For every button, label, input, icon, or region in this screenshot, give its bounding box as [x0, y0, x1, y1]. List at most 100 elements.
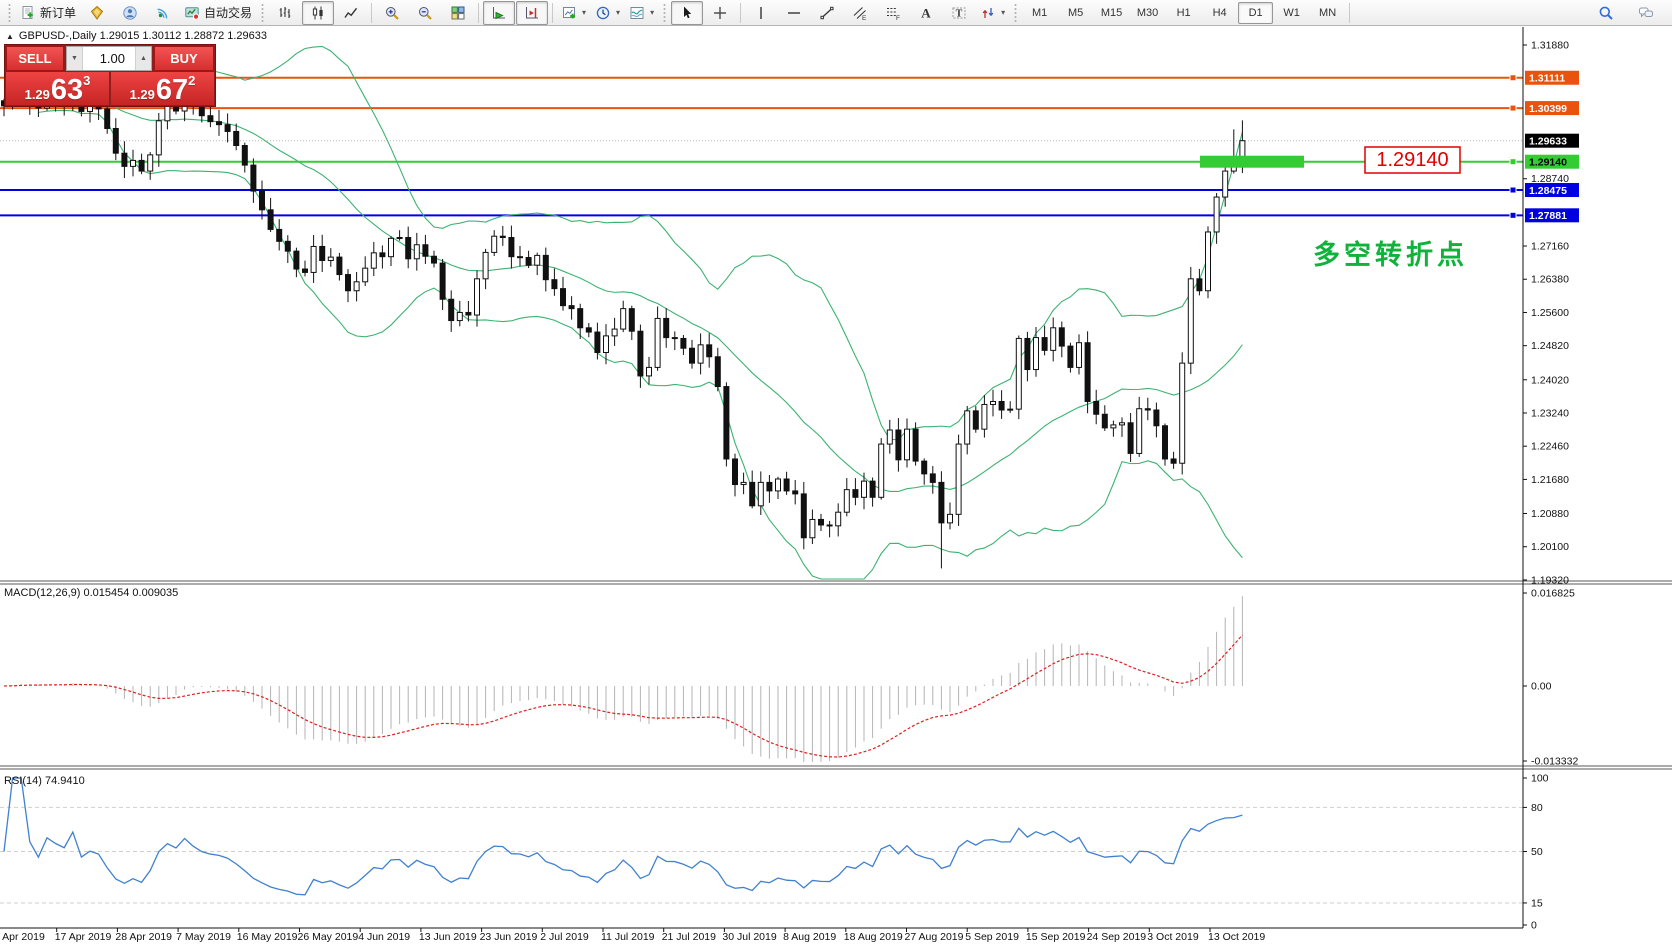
volume-decrease-button[interactable]: ▼	[67, 47, 83, 70]
candle-down	[852, 489, 859, 498]
signals-button[interactable]	[147, 1, 179, 25]
tile-windows-button[interactable]	[442, 1, 474, 25]
candle-up	[388, 237, 394, 258]
cursor-icon	[679, 5, 695, 21]
date-label: 8 Apr 2019	[0, 931, 45, 943]
candle-up	[456, 311, 463, 322]
chevron-down-icon[interactable]: ▾	[582, 8, 587, 17]
candle-down	[800, 493, 807, 539]
highlight-rectangle[interactable]	[1200, 155, 1304, 168]
price-axis[interactable]: 1.31880 1.28740 1.27160 1.26380 1.25600 1.248…	[1523, 40, 1569, 587]
auto-scroll-button[interactable]	[483, 0, 516, 25]
price-callout[interactable]: 1.29140	[1364, 146, 1461, 174]
bar-chart-button[interactable]	[269, 1, 301, 25]
new-order-button[interactable]: 新订单	[16, 1, 80, 25]
arrows-icon	[980, 5, 996, 21]
bar-chart-icon	[277, 5, 293, 21]
candle-up	[964, 410, 971, 445]
arrows-button[interactable]: ▾	[976, 1, 1009, 25]
chevron-down-icon[interactable]: ▾	[1001, 8, 1006, 17]
vertical-line-button[interactable]	[745, 1, 777, 25]
horizontal-line-button[interactable]	[778, 1, 810, 25]
candle-down	[319, 245, 326, 262]
candle-up	[1179, 362, 1186, 464]
volume-input[interactable]	[83, 47, 135, 70]
line-chart-button[interactable]	[335, 1, 367, 25]
cursor-button[interactable]	[671, 0, 704, 25]
trendline-button[interactable]	[811, 1, 843, 25]
timeframe-button-mn[interactable]: MN	[1319, 6, 1337, 19]
chart-shift-button[interactable]	[516, 0, 549, 25]
gold-seal-button[interactable]	[81, 1, 113, 25]
date-label: 5 Sep 2019	[965, 931, 1019, 943]
buy-price-display[interactable]: 1.29 67 2	[111, 72, 214, 105]
candle-down	[972, 410, 979, 430]
rsi-scale-label: 50	[1531, 846, 1543, 858]
candle-down	[267, 209, 274, 230]
turning-point-annotation[interactable]: 多空转折点	[1313, 239, 1468, 270]
timeframe-button-m15[interactable]: M15	[1100, 6, 1123, 19]
price-tick-label: 1.26380	[1531, 274, 1569, 286]
candle-up	[362, 267, 369, 283]
level-line-handle[interactable]	[1509, 158, 1517, 166]
buy-button[interactable]: BUY	[154, 46, 214, 71]
auto-scroll-icon	[491, 5, 507, 21]
zoom-out-icon	[417, 5, 433, 21]
date-label: 11 Jul 2019	[601, 931, 655, 943]
candle-down	[121, 152, 128, 167]
timeframe-button-m1[interactable]: M1	[1031, 6, 1048, 19]
candle-up	[534, 254, 541, 266]
sell-button[interactable]: SELL	[6, 46, 64, 71]
search-icon	[1598, 5, 1614, 21]
new-chart-button[interactable]: ▾	[557, 1, 590, 25]
candle-up	[611, 328, 618, 337]
profiles-button[interactable]: ▾	[591, 1, 624, 25]
price-tick-label: 1.24020	[1531, 374, 1569, 386]
volume-increase-button[interactable]: ▲	[135, 47, 151, 70]
fibonacci-button[interactable]: F	[877, 1, 909, 25]
candle-up	[474, 278, 480, 316]
candlestick-button[interactable]	[302, 0, 335, 25]
new-chart-icon	[561, 5, 577, 21]
zoom-out-button[interactable]	[409, 1, 441, 25]
chat-button[interactable]	[1630, 1, 1662, 25]
candle-up	[947, 513, 953, 524]
crosshair-button[interactable]	[704, 1, 736, 25]
timeframe-button-d1[interactable]: D1	[1238, 1, 1274, 24]
search-button[interactable]	[1590, 1, 1622, 25]
price-tick-label: 1.20100	[1531, 541, 1569, 553]
candle-down	[551, 279, 558, 290]
text-label-button[interactable]: T	[943, 1, 975, 25]
zoom-in-button[interactable]	[376, 1, 408, 25]
candle-down	[379, 252, 386, 258]
timeframe-button-m5[interactable]: M5	[1067, 6, 1084, 19]
candle-up	[757, 481, 764, 507]
level-line-handle[interactable]	[1509, 74, 1517, 82]
rsi-scale-label: 80	[1531, 802, 1543, 814]
timeframe-button-m30[interactable]: M30	[1136, 6, 1159, 19]
candle-up	[990, 400, 996, 405]
timeframe-button-h4[interactable]: H4	[1212, 6, 1227, 19]
candle-down	[714, 356, 721, 388]
candle-down	[594, 331, 601, 353]
collapse-icon[interactable]: ▲	[6, 31, 14, 41]
text-button[interactable]: A	[910, 1, 942, 25]
sell-price-display[interactable]: 1.29 63 3	[6, 72, 109, 105]
level-line-handle[interactable]	[1509, 186, 1517, 194]
candle-up	[155, 120, 162, 156]
indicators-button[interactable]: ▾	[625, 1, 658, 25]
autotrading-button[interactable]: 自动交易	[180, 1, 256, 25]
community-button[interactable]	[114, 1, 146, 25]
level-line-handle[interactable]	[1509, 104, 1517, 112]
equidistant-channel-button[interactable]: E	[844, 1, 876, 25]
chart-canvas[interactable]: 1.29140 多空转折点 1.31880 1.28740 1.27160 1.26380…	[0, 27, 1672, 949]
timeframe-button-h1[interactable]: H1	[1176, 6, 1191, 19]
zoom-in-icon	[384, 5, 400, 21]
candle-up	[1076, 342, 1082, 368]
level-line-handle[interactable]	[1509, 211, 1517, 219]
candle-down	[1093, 400, 1100, 415]
chevron-down-icon[interactable]: ▾	[650, 8, 655, 17]
chevron-down-icon[interactable]: ▾	[616, 8, 621, 17]
timeframe-button-w1[interactable]: W1	[1283, 6, 1300, 19]
